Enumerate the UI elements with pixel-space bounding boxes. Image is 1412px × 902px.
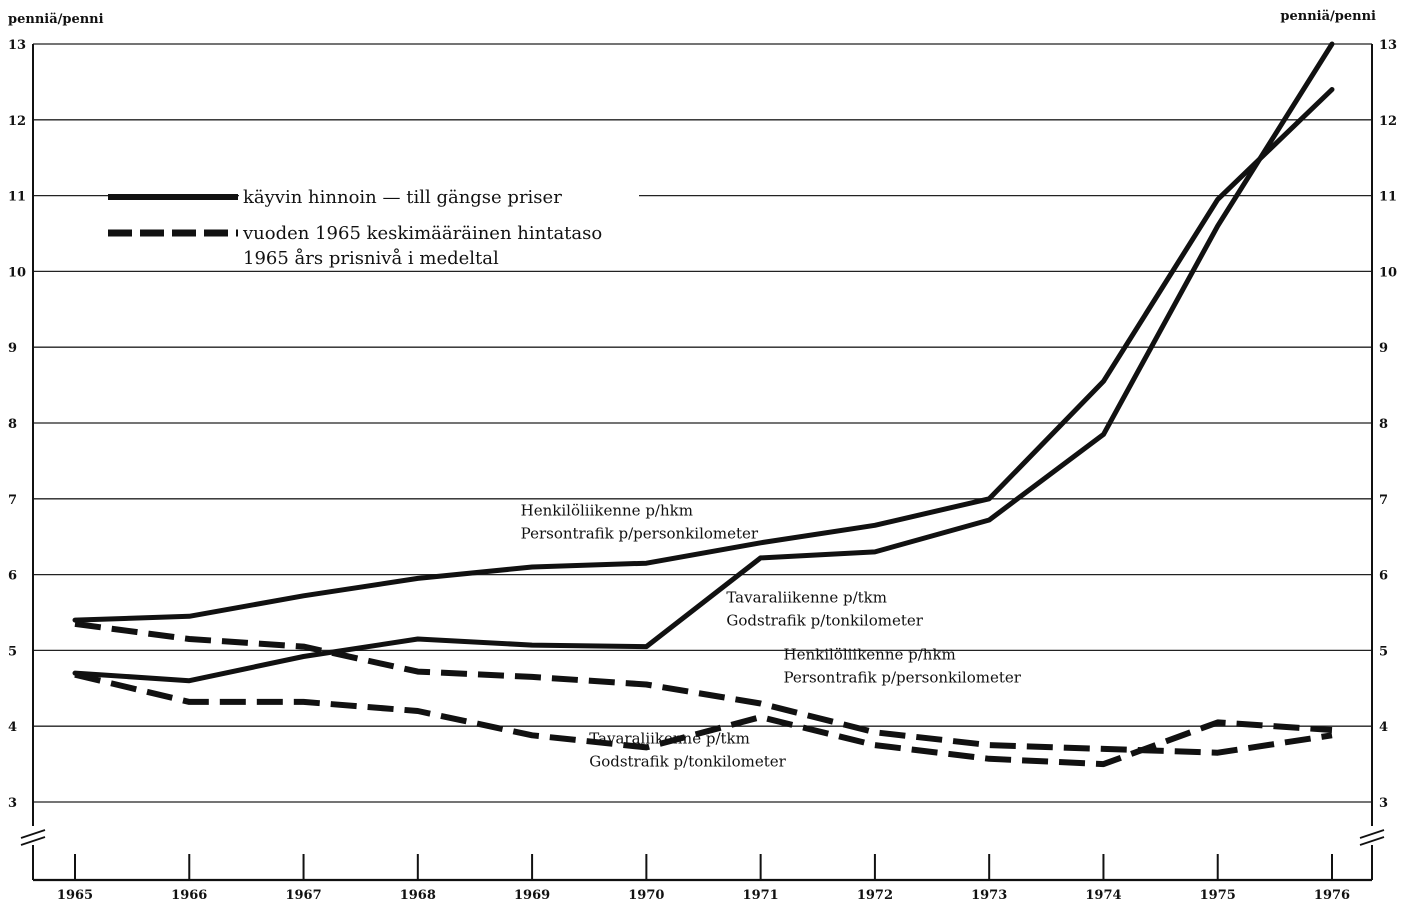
axis-break-right-a (1359, 829, 1385, 839)
x-tick-1970: 1970 (628, 888, 664, 902)
y-tick-left-5: 5 (8, 644, 17, 659)
series-line-1 (72, 87, 1335, 623)
x-tick-1972: 1972 (857, 888, 893, 902)
x-tick-1973: 1973 (971, 888, 1007, 902)
y-tick-right-3: 3 (1379, 796, 1388, 811)
y-tick-right-8: 8 (1379, 417, 1388, 432)
legend-label-1-line-1: käyvin hinnoin — till gängse priser (243, 187, 562, 208)
y-tick-left-13: 13 (8, 38, 26, 53)
x-tick-1975: 1975 (1200, 888, 1236, 902)
y-tick-left-12: 12 (8, 114, 26, 129)
y-tick-right-9: 9 (1379, 341, 1388, 356)
y-tick-right-13: 13 (1379, 38, 1397, 53)
legend-label-2-line-1: vuoden 1965 keskimääräinen hintataso (242, 223, 602, 244)
x-tick-1971: 1971 (743, 888, 779, 902)
x-tick-1966: 1966 (171, 888, 207, 902)
y-tick-left-6: 6 (8, 569, 17, 584)
x-tick-1968: 1968 (400, 888, 436, 902)
annotation-4-line-2: Godstrafik p/tonkilometer (589, 753, 786, 771)
x-tick-1969: 1969 (514, 888, 550, 902)
y-tick-right-6: 6 (1379, 569, 1388, 584)
x-tick-1965: 1965 (57, 888, 93, 902)
x-tick-1974: 1974 (1085, 888, 1121, 902)
axis-break-right-b (1359, 836, 1385, 846)
x-tick-1976: 1976 (1314, 888, 1350, 902)
y-unit-right: penniä/penni (1280, 9, 1376, 24)
y-tick-right-5: 5 (1379, 644, 1388, 659)
y-tick-left-7: 7 (8, 493, 17, 508)
y-tick-left-11: 11 (8, 190, 26, 205)
series-lines (72, 41, 1335, 768)
y-tick-right-10: 10 (1379, 265, 1397, 280)
axes (20, 44, 1385, 882)
y-tick-right-4: 4 (1379, 720, 1388, 735)
axis-break-left-b (20, 836, 46, 846)
legend-label-2-line-2: 1965 års prisnivå i medeltal (243, 247, 499, 269)
annotation-3-line-2: Persontrafik p/personkilometer (783, 668, 1021, 686)
y-unit-left: penniä/penni (8, 12, 104, 27)
y-tick-left-4: 4 (8, 720, 17, 735)
annotation-4-line-1: Tavaraliikenne p/tkm (589, 730, 750, 748)
y-tick-left-3: 3 (8, 796, 17, 811)
series-line-2 (72, 41, 1335, 684)
annotation-3-line-1: Henkilöliikenne p/hkm (783, 645, 955, 663)
series-line-4 (74, 671, 1333, 768)
y-tick-left-9: 9 (8, 341, 17, 356)
y-tick-right-12: 12 (1379, 114, 1397, 129)
annotation-1-line-2: Persontrafik p/personkilometer (521, 524, 759, 542)
annotation-2-line-1: Tavaraliikenne p/tkm (726, 589, 887, 607)
annotation-1-line-1: Henkilöliikenne p/hkm (521, 501, 693, 519)
legend-entry-bg-1 (239, 179, 639, 208)
x-tick-1967: 1967 (285, 888, 321, 902)
series-line-3 (74, 620, 1333, 756)
tick-labels: 3 3 4 4 5 5 6 6 7 7 8 8 9 9 10 10 11 11 12 12 13 13 1965 1966 19… (8, 38, 1397, 902)
y-tick-right-7: 7 (1379, 493, 1388, 508)
axis-break-left-a (20, 829, 46, 839)
legend: käyvin hinnoin — till gängse priser vuode… (108, 179, 639, 269)
y-tick-right-11: 11 (1379, 190, 1397, 205)
y-tick-left-8: 8 (8, 417, 17, 432)
y-tick-left-10: 10 (8, 265, 26, 280)
annotation-2-line-2: Godstrafik p/tonkilometer (726, 612, 923, 630)
annotations: Henkilöliikenne p/hkm Persontrafik p/pers… (521, 501, 1022, 770)
legend-entry-bg-2 (239, 215, 639, 267)
